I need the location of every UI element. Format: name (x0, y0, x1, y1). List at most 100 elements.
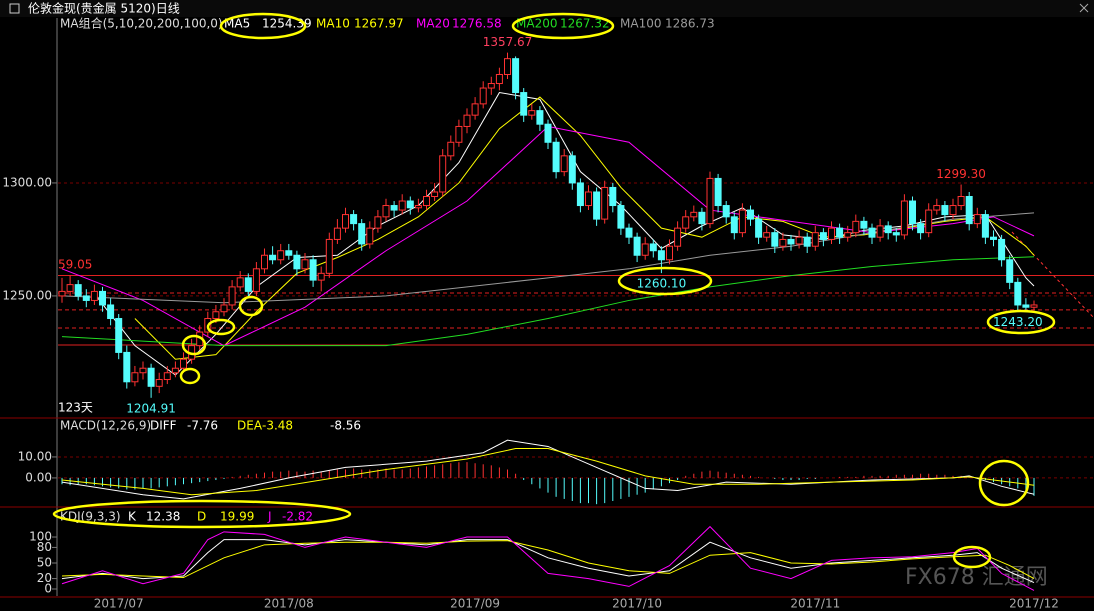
candle-body (325, 238, 333, 274)
candle-body (463, 114, 471, 127)
candle-body (471, 103, 479, 116)
candle-body (479, 87, 487, 105)
candle-body (585, 191, 592, 207)
legend-value: 12.38 (146, 510, 180, 524)
y-tick-label: 1250.00 (2, 288, 52, 302)
candle-body (317, 272, 325, 281)
candle-body (82, 295, 90, 301)
candle-body (674, 227, 682, 247)
indicator-line (61, 540, 1035, 580)
candle-body (58, 290, 66, 297)
legend-name: J (267, 510, 272, 524)
candle-body (722, 205, 730, 218)
candle-body (99, 290, 106, 306)
candle-body (560, 155, 568, 173)
legend-value: -2.82 (282, 510, 313, 524)
highlight (617, 266, 713, 296)
candle-body (236, 277, 244, 288)
highlight-circles (52, 12, 1056, 569)
macd-title: MACD(12,26,9) (60, 419, 151, 433)
candle-body (512, 58, 520, 94)
candle-body (107, 304, 115, 320)
legend-name: DIFF (150, 419, 177, 433)
legend-value: 1276.58 (452, 17, 502, 31)
candle-body (836, 227, 844, 238)
legend-name: D (197, 510, 206, 524)
candle-body (544, 123, 552, 143)
candle-body (269, 254, 277, 261)
candle-body (66, 284, 74, 292)
indicator-line (61, 525, 1035, 591)
price-annotation: 1260.10 (637, 277, 687, 291)
price-annotation: 1357.67 (483, 35, 533, 49)
candle-body (649, 243, 657, 252)
legend-value: -3.48 (262, 419, 293, 433)
x-tick-label: 2017/10 (612, 597, 662, 611)
candle-body (390, 205, 398, 211)
highlight (986, 309, 1056, 335)
price-annotation: 1204.91 (126, 401, 176, 415)
candle-body (933, 205, 941, 211)
price-annotation: 1243.20 (993, 315, 1043, 329)
candle-body (860, 220, 868, 229)
candle-body (147, 367, 155, 387)
candle-body (779, 238, 787, 247)
x-tick-label: 2017/11 (790, 597, 840, 611)
candle-body (382, 205, 390, 218)
legend-value: -7.76 (187, 419, 218, 433)
candle-body (641, 243, 649, 256)
candle-body (139, 367, 147, 374)
legend-value: 19.99 (220, 510, 254, 524)
candle-body (868, 227, 876, 238)
candle-body (180, 358, 187, 369)
candle-body (74, 284, 82, 297)
highlight (952, 545, 992, 569)
highlight (978, 459, 1030, 507)
indicator-line (134, 96, 1035, 360)
candle-body (593, 191, 601, 220)
candle-body (755, 218, 763, 238)
candle-body (1006, 259, 1014, 283)
candle-body (552, 141, 560, 173)
candle-body (228, 286, 236, 306)
legend-name: MA10 (316, 17, 350, 31)
legend-name: MA5 (224, 17, 250, 31)
indicator-line (61, 256, 1035, 347)
candle-body (309, 259, 317, 281)
y-tick-label: 80 (37, 540, 52, 554)
candle-body (844, 232, 852, 238)
candle-body (447, 141, 455, 157)
candle-body (252, 268, 260, 292)
legend-value: 1267.97 (354, 17, 404, 31)
close-icon[interactable] (1079, 3, 1089, 13)
legend-value: 1286.73 (665, 17, 715, 31)
candle-body (738, 209, 746, 234)
candle-body (666, 245, 673, 261)
candle-body (406, 200, 414, 209)
legend-name: MA200 (516, 17, 557, 31)
legend-name: K (128, 510, 137, 524)
candle-body (155, 379, 163, 387)
price-annotation: 1299.30 (936, 167, 986, 181)
y-tick-label: 50 (37, 556, 52, 570)
candle-body (520, 92, 528, 116)
candle-body (892, 232, 900, 236)
candle-body (803, 236, 811, 247)
candle-body (949, 205, 957, 216)
x-tick-label: 2017/09 (450, 597, 500, 611)
candle-body (617, 205, 625, 229)
indicator-line (61, 539, 1035, 584)
candle-body (374, 216, 382, 229)
marks: 1300.00 1250.00 2017/07 2017/08 2017/09 2017/… (2, 17, 1094, 611)
highlight (511, 12, 615, 40)
candle-body (123, 351, 131, 383)
candle-body (925, 209, 933, 234)
candle-body (536, 110, 544, 125)
window-icon (9, 3, 20, 14)
legend-name: DEA (237, 419, 263, 433)
y-tick-label: 20 (37, 571, 52, 585)
highlight (219, 12, 307, 40)
candle-body (787, 238, 795, 245)
candle-body (358, 223, 366, 245)
